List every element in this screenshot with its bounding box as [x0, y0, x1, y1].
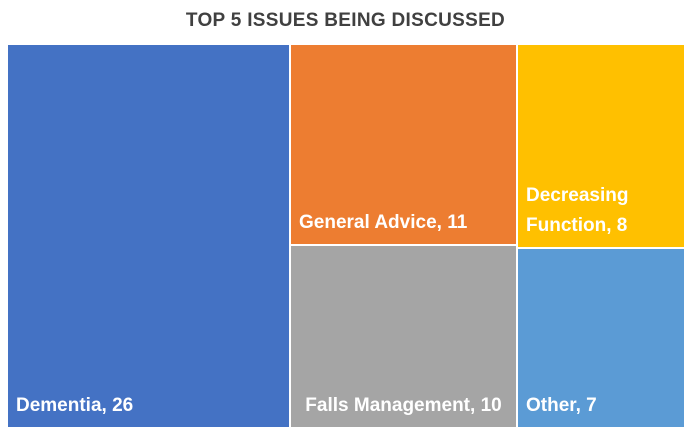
tile-label-other: Other, 7	[526, 395, 597, 416]
tile-decreasing-function: Decreasing Function, 8	[518, 45, 684, 247]
tile-general-advice: General Advice, 11	[291, 45, 516, 244]
chart-title: TOP 5 ISSUES BEING DISCUSSED	[185, 10, 506, 31]
tile-label-dementia: Dementia, 26	[16, 395, 134, 416]
tile-dementia: Dementia, 26	[8, 45, 289, 427]
tile-other: Other, 7	[518, 249, 684, 427]
treemap: Dementia, 26 General Advice, 11 Falls Ma…	[8, 45, 684, 427]
tile-label-falls-management: Falls Management, 10	[305, 395, 502, 416]
tile-label-general-advice: General Advice, 11	[299, 212, 468, 233]
tile-falls-management: Falls Management, 10	[291, 246, 516, 427]
tile-label-decreasing-function: Decreasing Function, 8	[526, 185, 629, 236]
